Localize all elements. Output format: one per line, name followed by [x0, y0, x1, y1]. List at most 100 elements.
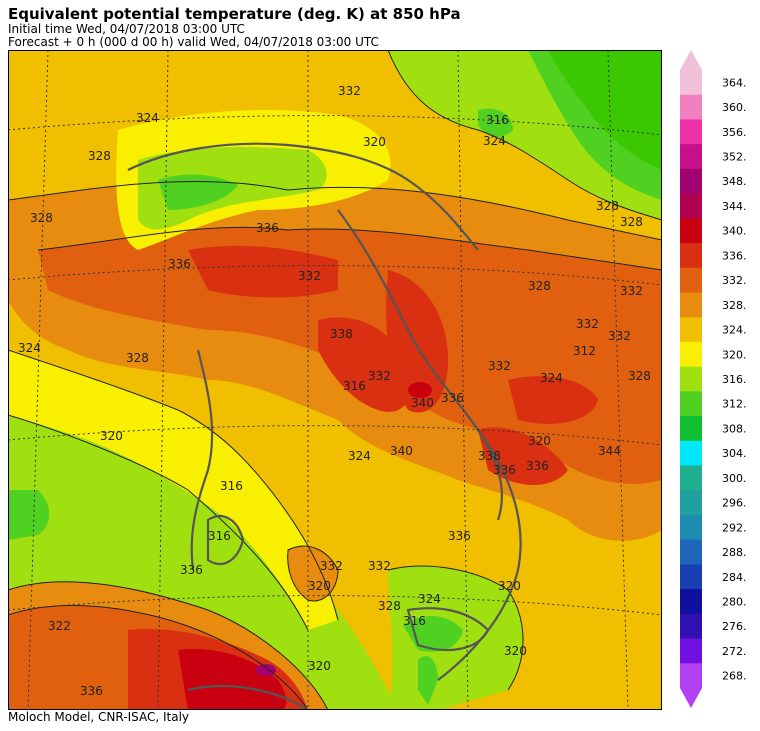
colorbar-box [680, 193, 702, 219]
colorbar-label: 316. [722, 373, 747, 386]
colorbar-box [680, 638, 702, 664]
field-308-ne [548, 50, 662, 170]
colorbar-label: 356. [722, 126, 747, 139]
contour-label: 316 [208, 529, 231, 543]
field-332-sea [287, 546, 338, 601]
contour-label: 328 [528, 279, 551, 293]
colorbar-label: 268. [722, 670, 747, 683]
contour-label: 328 [88, 149, 111, 163]
colorbar-box [680, 317, 702, 343]
contour-label: 332 [368, 559, 391, 573]
colorbar-label: 352. [722, 151, 747, 164]
contour-label: 312 [573, 344, 596, 358]
colorbar-box [680, 243, 702, 269]
model-credit: Moloch Model, CNR-ISAC, Italy [8, 710, 190, 724]
colorbar-label: 344. [722, 200, 747, 213]
contour-label: 336 [80, 684, 103, 698]
contour-label: 328 [620, 215, 643, 229]
contour-label: 324 [418, 592, 441, 606]
colorbar-label: 360. [722, 101, 747, 114]
colorbar-box [680, 416, 702, 442]
contour-label: 328 [378, 599, 401, 613]
colorbar-box [680, 267, 702, 293]
contour-label: 320 [504, 644, 527, 658]
contour-label: 324 [348, 449, 371, 463]
colorbar-box [680, 119, 702, 145]
initial-time-label: Initial time Wed, 04/07/2018 03:00 UTC [8, 22, 245, 36]
forecast-valid-label: Forecast + 0 h (000 d 00 h) valid Wed, 0… [8, 35, 379, 49]
colorbar-label: 348. [722, 175, 747, 188]
colorbar-label: 296. [722, 497, 747, 510]
colorbar-label: 308. [722, 422, 747, 435]
field-336-e [478, 427, 568, 485]
contour-label: 320 [498, 579, 521, 593]
field-312c [418, 656, 438, 705]
field-316b [8, 470, 158, 570]
contour-label: 324 [136, 111, 159, 125]
colorbar: 268. 272. 276. 280. 284. 288. 292. 296. 300. 304.… [680, 50, 747, 708]
contour-label: 336 [526, 459, 549, 473]
contour-label: 336 [168, 257, 191, 271]
contour-label: 332 [368, 369, 391, 383]
colorbar-label: 292. [722, 521, 747, 534]
contour-label: 332 [576, 317, 599, 331]
colorbar-box [680, 168, 702, 195]
contour-label: 316 [486, 113, 509, 127]
colorbar-label: 320. [722, 348, 747, 361]
field-312 [8, 490, 50, 540]
colorbar-box [680, 440, 702, 467]
contour-label: 328 [30, 211, 53, 225]
colorbar-label: 280. [722, 595, 747, 608]
field-312-alps [158, 174, 238, 210]
contour-label: 316 [220, 479, 243, 493]
colorbar-box [680, 94, 702, 120]
colorbar-box [680, 613, 702, 640]
colorbar-box [680, 564, 702, 590]
contour-label: 340 [390, 444, 413, 458]
colorbar-label: 332. [722, 274, 747, 287]
contour-label: 344 [598, 444, 621, 458]
contour-label: 328 [628, 369, 651, 383]
contour-label: 322 [48, 619, 71, 633]
field-336-d [508, 376, 598, 424]
contour-label: 324 [483, 134, 506, 148]
field-340 [408, 382, 432, 398]
contour-label: 336 [448, 529, 471, 543]
field-336-c [386, 270, 448, 413]
contour-label: 320 [528, 434, 551, 448]
contour-label: 338 [478, 449, 501, 463]
colorbar-max-arrow [680, 50, 702, 70]
contour-label: 332 [338, 84, 361, 98]
contour-label: 336 [493, 463, 516, 477]
colorbar-label: 304. [722, 447, 747, 460]
colorbar-label: 340. [722, 225, 747, 238]
colorbar-box [680, 341, 702, 368]
contour-label: 336 [256, 221, 279, 235]
contour-label: 324 [18, 341, 41, 355]
colorbar-label: 324. [722, 324, 747, 337]
contour-label: 328 [126, 351, 149, 365]
colorbar-box [680, 70, 702, 96]
field-320 [8, 350, 338, 630]
colorbar-box [680, 589, 702, 615]
colorbar-label: 328. [722, 299, 747, 312]
contour-label: 316 [343, 379, 366, 393]
colorbar-label: 284. [722, 571, 747, 584]
colorbar-label: 336. [722, 249, 747, 262]
theta-e-map: 3243283323363283323203243283323363363383… [8, 50, 662, 710]
colorbar-label: 300. [722, 472, 747, 485]
contour-label: 324 [540, 371, 563, 385]
colorbar-box [680, 218, 702, 244]
colorbar-label: 364. [722, 76, 747, 89]
field-348-sw [256, 664, 276, 676]
colorbar-box [680, 663, 702, 689]
colorbar-label: 276. [722, 620, 747, 633]
colorbar-label: 272. [722, 645, 747, 658]
colorbar-box [680, 539, 702, 565]
contour-label: 338 [330, 327, 353, 341]
contour-label: 328 [596, 199, 619, 213]
contour-label: 336 [441, 391, 464, 405]
contour-label: 332 [298, 269, 321, 283]
field-312-nb [478, 108, 513, 137]
field-340-sw [178, 649, 287, 710]
